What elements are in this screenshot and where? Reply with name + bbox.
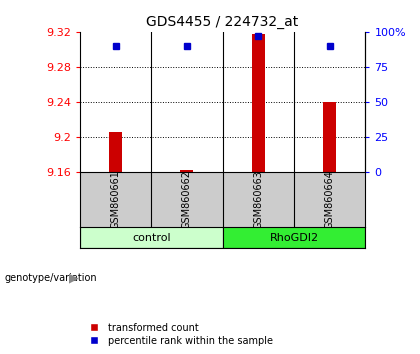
Text: GSM860663: GSM860663: [253, 170, 263, 229]
Bar: [323, 102, 336, 172]
Text: genotype/variation: genotype/variation: [4, 273, 97, 283]
Title: GDS4455 / 224732_at: GDS4455 / 224732_at: [147, 16, 299, 29]
Legend: transformed count, percentile rank within the sample: transformed count, percentile rank withi…: [85, 323, 273, 346]
Text: RhoGDI2: RhoGDI2: [270, 233, 318, 242]
Text: GSM860664: GSM860664: [325, 170, 335, 229]
Bar: [252, 34, 265, 172]
Text: control: control: [132, 233, 171, 242]
Bar: [80, 228, 223, 248]
Text: GSM860662: GSM860662: [182, 170, 192, 229]
Text: GSM860661: GSM860661: [110, 170, 121, 229]
Text: ▶: ▶: [69, 272, 78, 284]
Bar: [109, 132, 122, 172]
Bar: [223, 228, 365, 248]
Bar: [181, 170, 193, 172]
